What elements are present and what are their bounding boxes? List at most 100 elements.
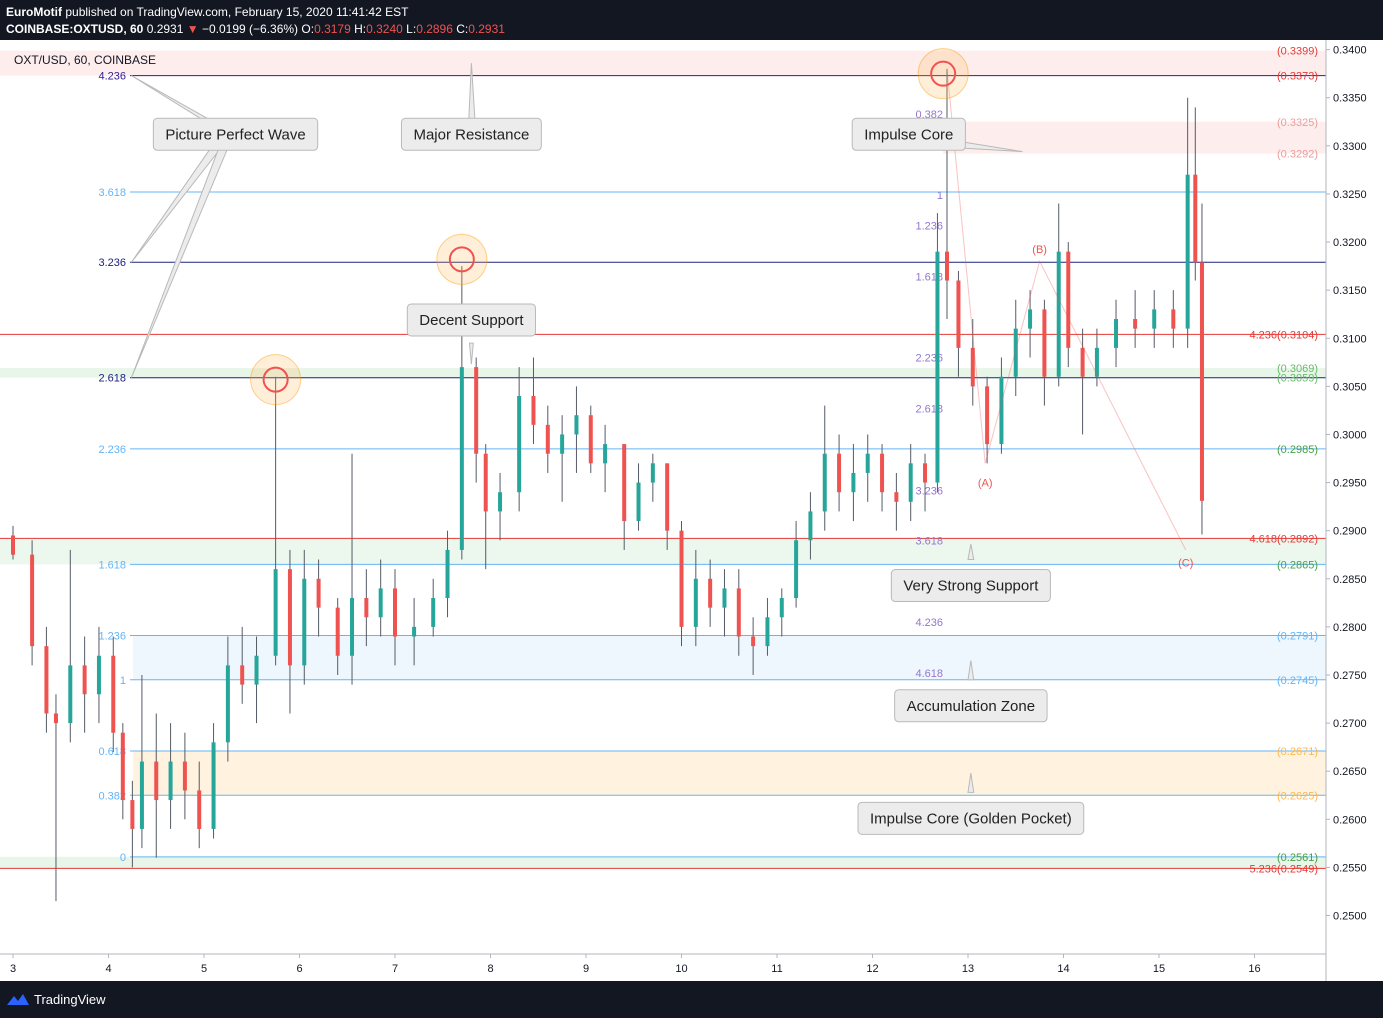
y-tick-label: 0.3250 bbox=[1333, 189, 1367, 201]
base-zone bbox=[0, 856, 1326, 869]
y-tick-label: 0.2850 bbox=[1333, 574, 1367, 586]
x-tick-label: 11 bbox=[771, 963, 782, 975]
callout-box bbox=[857, 801, 1085, 835]
candle-body bbox=[211, 742, 216, 829]
abc-wave-path bbox=[946, 68, 1187, 551]
candle-body bbox=[287, 569, 292, 666]
right-level-label: (0.2561) bbox=[1277, 852, 1318, 864]
x-tick-label: 15 bbox=[1153, 963, 1165, 975]
fib-level-label: 0.382 bbox=[98, 790, 126, 802]
publish-line: EuroMotif published on TradingView.com, … bbox=[6, 5, 408, 19]
accumulation-zone bbox=[133, 635, 1326, 680]
impulse-core-zone bbox=[943, 121, 1326, 154]
brand-label[interactable]: TradingView bbox=[34, 992, 106, 1007]
candle-body bbox=[956, 280, 961, 348]
open-value: 0.3179 bbox=[314, 22, 351, 36]
candle-body bbox=[923, 463, 928, 483]
candle-body bbox=[545, 424, 550, 454]
candle-body bbox=[1056, 251, 1061, 377]
candle-body bbox=[517, 395, 522, 493]
fib-level-label: 2.236 bbox=[98, 444, 126, 456]
candle-body bbox=[560, 434, 565, 454]
price-axis[interactable]: 0.3400 0.3350 0.3300 0.3250 0.3200 0.3150 0.31… bbox=[1326, 45, 1367, 923]
time-axis[interactable]: 3 4 5 6 7 8 9 10 11 12 13 14 15 16 bbox=[10, 954, 1261, 975]
down-arrow-icon: ▼ bbox=[186, 22, 199, 36]
wave-label: (C) bbox=[1178, 557, 1193, 569]
fib-level-label: 3.236 bbox=[98, 257, 126, 269]
candle-body bbox=[985, 386, 990, 445]
close-value: 0.2931 bbox=[468, 22, 505, 36]
fib-level-label: 0 bbox=[120, 852, 126, 864]
wave-label: (B) bbox=[1032, 244, 1047, 256]
symbol-label: COINBASE:OXTUSD, 60 bbox=[6, 22, 144, 36]
y-tick-label: 0.3000 bbox=[1333, 429, 1367, 441]
x-tick-label: 8 bbox=[487, 963, 493, 975]
candle-body bbox=[154, 761, 159, 801]
candle-body bbox=[865, 453, 870, 473]
very-strong-support-zone bbox=[0, 538, 1326, 565]
zone-layer bbox=[0, 50, 1326, 869]
candle-body bbox=[483, 453, 488, 512]
tradingview-logo-icon bbox=[7, 994, 29, 1005]
fib-level-label: 1.236 bbox=[98, 631, 126, 643]
callout-box bbox=[851, 117, 966, 151]
wave-fib-label: 3.236 bbox=[915, 485, 943, 497]
candle-body bbox=[999, 376, 1004, 445]
ohlc-line: COINBASE:OXTUSD, 60 0.2931 ▼ −0.0199 (−6… bbox=[6, 22, 505, 36]
fib-level-label: 1.618 bbox=[98, 559, 126, 571]
callout-pointer bbox=[468, 342, 474, 365]
resistance-zone bbox=[0, 50, 1326, 76]
x-tick-label: 5 bbox=[201, 963, 207, 975]
right-level-label: (0.3292) bbox=[1277, 149, 1318, 161]
x-tick-label: 7 bbox=[392, 963, 398, 975]
close-label: C: bbox=[456, 22, 469, 36]
right-level-label: (0.2625) bbox=[1277, 790, 1318, 802]
candle-body bbox=[431, 598, 436, 627]
wave-fib-label: 4.618 bbox=[915, 668, 943, 680]
highlight-circle bbox=[436, 233, 488, 285]
candle-body bbox=[935, 251, 940, 483]
candle-body bbox=[665, 463, 670, 531]
right-level-label: 5.236(0.2549) bbox=[1250, 863, 1319, 875]
right-level-label: 4.618(0.2892) bbox=[1250, 533, 1319, 545]
right-level-label: (0.2865) bbox=[1277, 559, 1318, 571]
golden-pocket-zone bbox=[133, 750, 1326, 796]
candle-body bbox=[197, 790, 202, 829]
candle-body bbox=[1080, 347, 1085, 377]
right-level-label: (0.3059) bbox=[1277, 373, 1318, 385]
candle-body bbox=[412, 626, 417, 637]
candle-body bbox=[225, 665, 230, 743]
chart-title: OXT/USD, 60, COINBASE bbox=[14, 53, 156, 67]
candle-body bbox=[1133, 319, 1138, 329]
right-level-label: 4.236(0.3104) bbox=[1250, 329, 1319, 341]
fib-level-label: 3.618 bbox=[98, 187, 126, 199]
candle-body bbox=[139, 761, 144, 829]
y-tick-label: 0.2750 bbox=[1333, 670, 1367, 682]
candle-body bbox=[908, 463, 913, 502]
candle-body bbox=[693, 578, 698, 627]
candle-body bbox=[96, 655, 101, 695]
candle-body bbox=[168, 761, 173, 801]
candle-layer bbox=[11, 68, 1204, 902]
x-tick-label: 4 bbox=[105, 963, 111, 975]
highlight-ring bbox=[930, 60, 957, 87]
right-level-label: (0.2745) bbox=[1277, 675, 1318, 687]
y-tick-label: 0.3150 bbox=[1333, 285, 1367, 297]
candle-body bbox=[531, 395, 536, 425]
candle-body bbox=[498, 492, 503, 512]
candle-body bbox=[588, 415, 593, 464]
candle-body bbox=[1114, 319, 1119, 348]
author-name[interactable]: EuroMotif bbox=[6, 5, 62, 19]
wave-fib-label: 1.236 bbox=[915, 221, 943, 233]
price-chart[interactable]: 4.236 3.618 3.236 2.618 2.236 1.618 1.236 1 0.61… bbox=[0, 40, 1383, 981]
candle-body bbox=[722, 588, 727, 608]
level-layer: 4.236 3.618 3.236 2.618 2.236 1.618 1.236 1 0.61… bbox=[0, 46, 1326, 875]
candle-body bbox=[240, 665, 245, 685]
callout-box bbox=[400, 117, 542, 151]
right-level-label: (0.3325) bbox=[1277, 117, 1318, 129]
y-tick-label: 0.2550 bbox=[1333, 862, 1367, 874]
candle-body bbox=[350, 598, 355, 656]
y-tick-label: 0.2600 bbox=[1333, 814, 1367, 826]
callout-text: Picture Perfect Wave bbox=[165, 126, 305, 143]
candle-body bbox=[851, 472, 856, 493]
